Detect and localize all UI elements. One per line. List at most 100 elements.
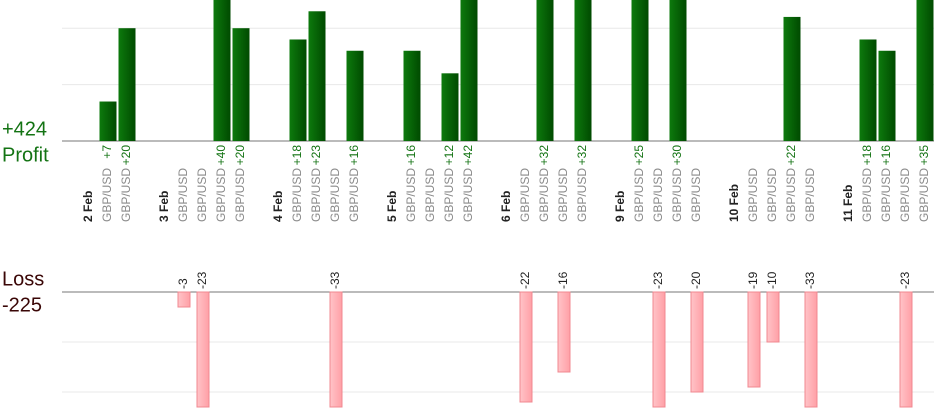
pair-label: GBP/USD [898,168,912,222]
profit-value-label: +32 [575,145,589,166]
profit-bar [289,39,307,142]
profit-value-label: +23 [309,145,323,166]
loss-value-label: -3 [176,278,190,289]
loss-value-label: -33 [328,271,342,289]
profit-bar [536,0,554,141]
profit-bar [346,50,364,142]
loss-bar [747,291,761,388]
pair-label: GBP/USD [765,168,779,222]
pair-label: GBP/USD [784,168,798,222]
pair-label: GBP/USD [651,168,665,222]
pair-label: GBP/USD [575,168,589,222]
pair-label: GBP/USD [746,168,760,222]
pair-label: GBP/USD [632,168,646,222]
pair-label: GBP/USD [176,168,190,222]
loss-bar [196,291,210,408]
loss-bar [329,291,343,408]
loss-value-label: -10 [765,271,779,289]
profit-bar [878,50,896,142]
loss-bar [557,291,571,373]
pair-label: GBP/USD [518,168,532,222]
pair-label: GBP/USD [328,168,342,222]
profit-bar [99,101,117,141]
pair-label: GBP/USD [803,168,817,222]
profit-bar [916,0,934,141]
loss-value-label: -22 [518,271,532,289]
profit-bar [118,28,136,142]
profit-total: +424 [2,118,47,140]
loss-total: -225 [2,294,42,316]
pair-label: GBP/USD [556,168,570,222]
loss-value-label: -20 [689,271,703,289]
loss-value-label: -33 [803,271,817,289]
profit-bar [441,73,459,141]
profit-value-label: +32 [537,145,551,166]
pair-label: GBP/USD [423,168,437,222]
date-label: 5 Feb [385,191,399,222]
loss-bar [177,291,191,308]
profit-bar [631,0,649,141]
profit-label: Profit [2,144,49,166]
pair-label: GBP/USD [689,168,703,222]
profit-bar [783,16,801,142]
profit-value-label: +30 [670,145,684,166]
pair-label: GBP/USD [233,168,247,222]
pair-label: GBP/USD [100,168,114,222]
profit-value-label: +25 [632,145,646,166]
profit-value-label: +16 [879,145,893,166]
loss-bar [804,291,818,408]
loss-bar [690,291,704,393]
pair-label: GBP/USD [917,168,931,222]
profit-bar [574,0,592,141]
loss-value-label: -23 [195,271,209,289]
profit-bar [213,0,231,141]
loss-value-label: -16 [556,271,570,289]
profit-value-label: +16 [404,145,418,166]
profit-bar [403,50,421,142]
pair-label: GBP/USD [214,168,228,222]
profit-value-label: +20 [233,145,247,166]
loss-label: Loss [2,268,44,290]
profit-bar [859,39,877,142]
profit-bar [460,0,478,141]
date-label: 6 Feb [499,191,513,222]
profit-value-label: +22 [784,145,798,166]
profit-value-label: +42 [461,145,475,166]
date-label: 4 Feb [271,191,285,222]
pair-label: GBP/USD [860,168,874,222]
loss-value-label: -23 [898,271,912,289]
pair-label: GBP/USD [442,168,456,222]
profit-value-label: +20 [119,145,133,166]
pair-label: GBP/USD [879,168,893,222]
pair-label: GBP/USD [670,168,684,222]
profit-bar [232,28,250,142]
profit-value-label: +35 [917,145,931,166]
loss-bar [766,291,780,343]
loss-bar [519,291,533,403]
date-label: 2 Feb [81,191,95,222]
date-label: 10 Feb [727,184,741,222]
profit-value-label: +18 [290,145,304,166]
profit-value-label: +16 [347,145,361,166]
pair-label: GBP/USD [537,168,551,222]
pair-label: GBP/USD [290,168,304,222]
profit-value-label: +40 [214,145,228,166]
pair-label: GBP/USD [119,168,133,222]
pair-label: GBP/USD [309,168,323,222]
pair-label: GBP/USD [195,168,209,222]
profit-value-label: +18 [860,145,874,166]
profit-value-label: +7 [100,145,114,159]
profit-value-label: +12 [442,145,456,166]
pair-label: GBP/USD [347,168,361,222]
loss-value-label: -19 [746,271,760,289]
date-label: 3 Feb [157,191,171,222]
loss-bar [652,291,666,408]
pair-label: GBP/USD [461,168,475,222]
date-label: 9 Feb [613,191,627,222]
loss-value-label: -23 [651,271,665,289]
pair-label: GBP/USD [404,168,418,222]
date-label: 11 Feb [841,185,855,222]
loss-bar [899,291,913,408]
profit-bar [308,11,326,142]
